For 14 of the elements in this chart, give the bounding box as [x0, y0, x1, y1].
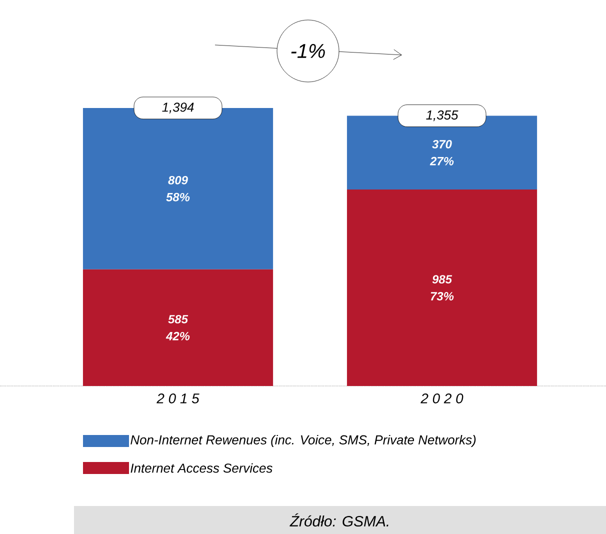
- text: -1%: [291, 44, 325, 58]
- data-label: 985 73%: [430, 275, 454, 300]
- x-tick-label: 2 0 2 0: [420, 393, 464, 404]
- data-label: 809 58%: [166, 176, 190, 202]
- total-label: 1,394: [162, 102, 194, 114]
- x-tick-label: 2 0 1 5: [156, 393, 200, 404]
- data-label: 370 27%: [430, 140, 454, 166]
- data-label: 585 42%: [166, 314, 190, 340]
- bar: [82, 269, 274, 386]
- legend-label: Non-Internet Rewenues (inc. Voice, SMS, Private Networks): [130, 434, 476, 448]
- legend-label: Internet Access Services: [130, 463, 272, 473]
- total-label: 1,355: [426, 110, 458, 122]
- text: Źródło: GSMA.: [290, 513, 388, 527]
- bar: [346, 190, 538, 386]
